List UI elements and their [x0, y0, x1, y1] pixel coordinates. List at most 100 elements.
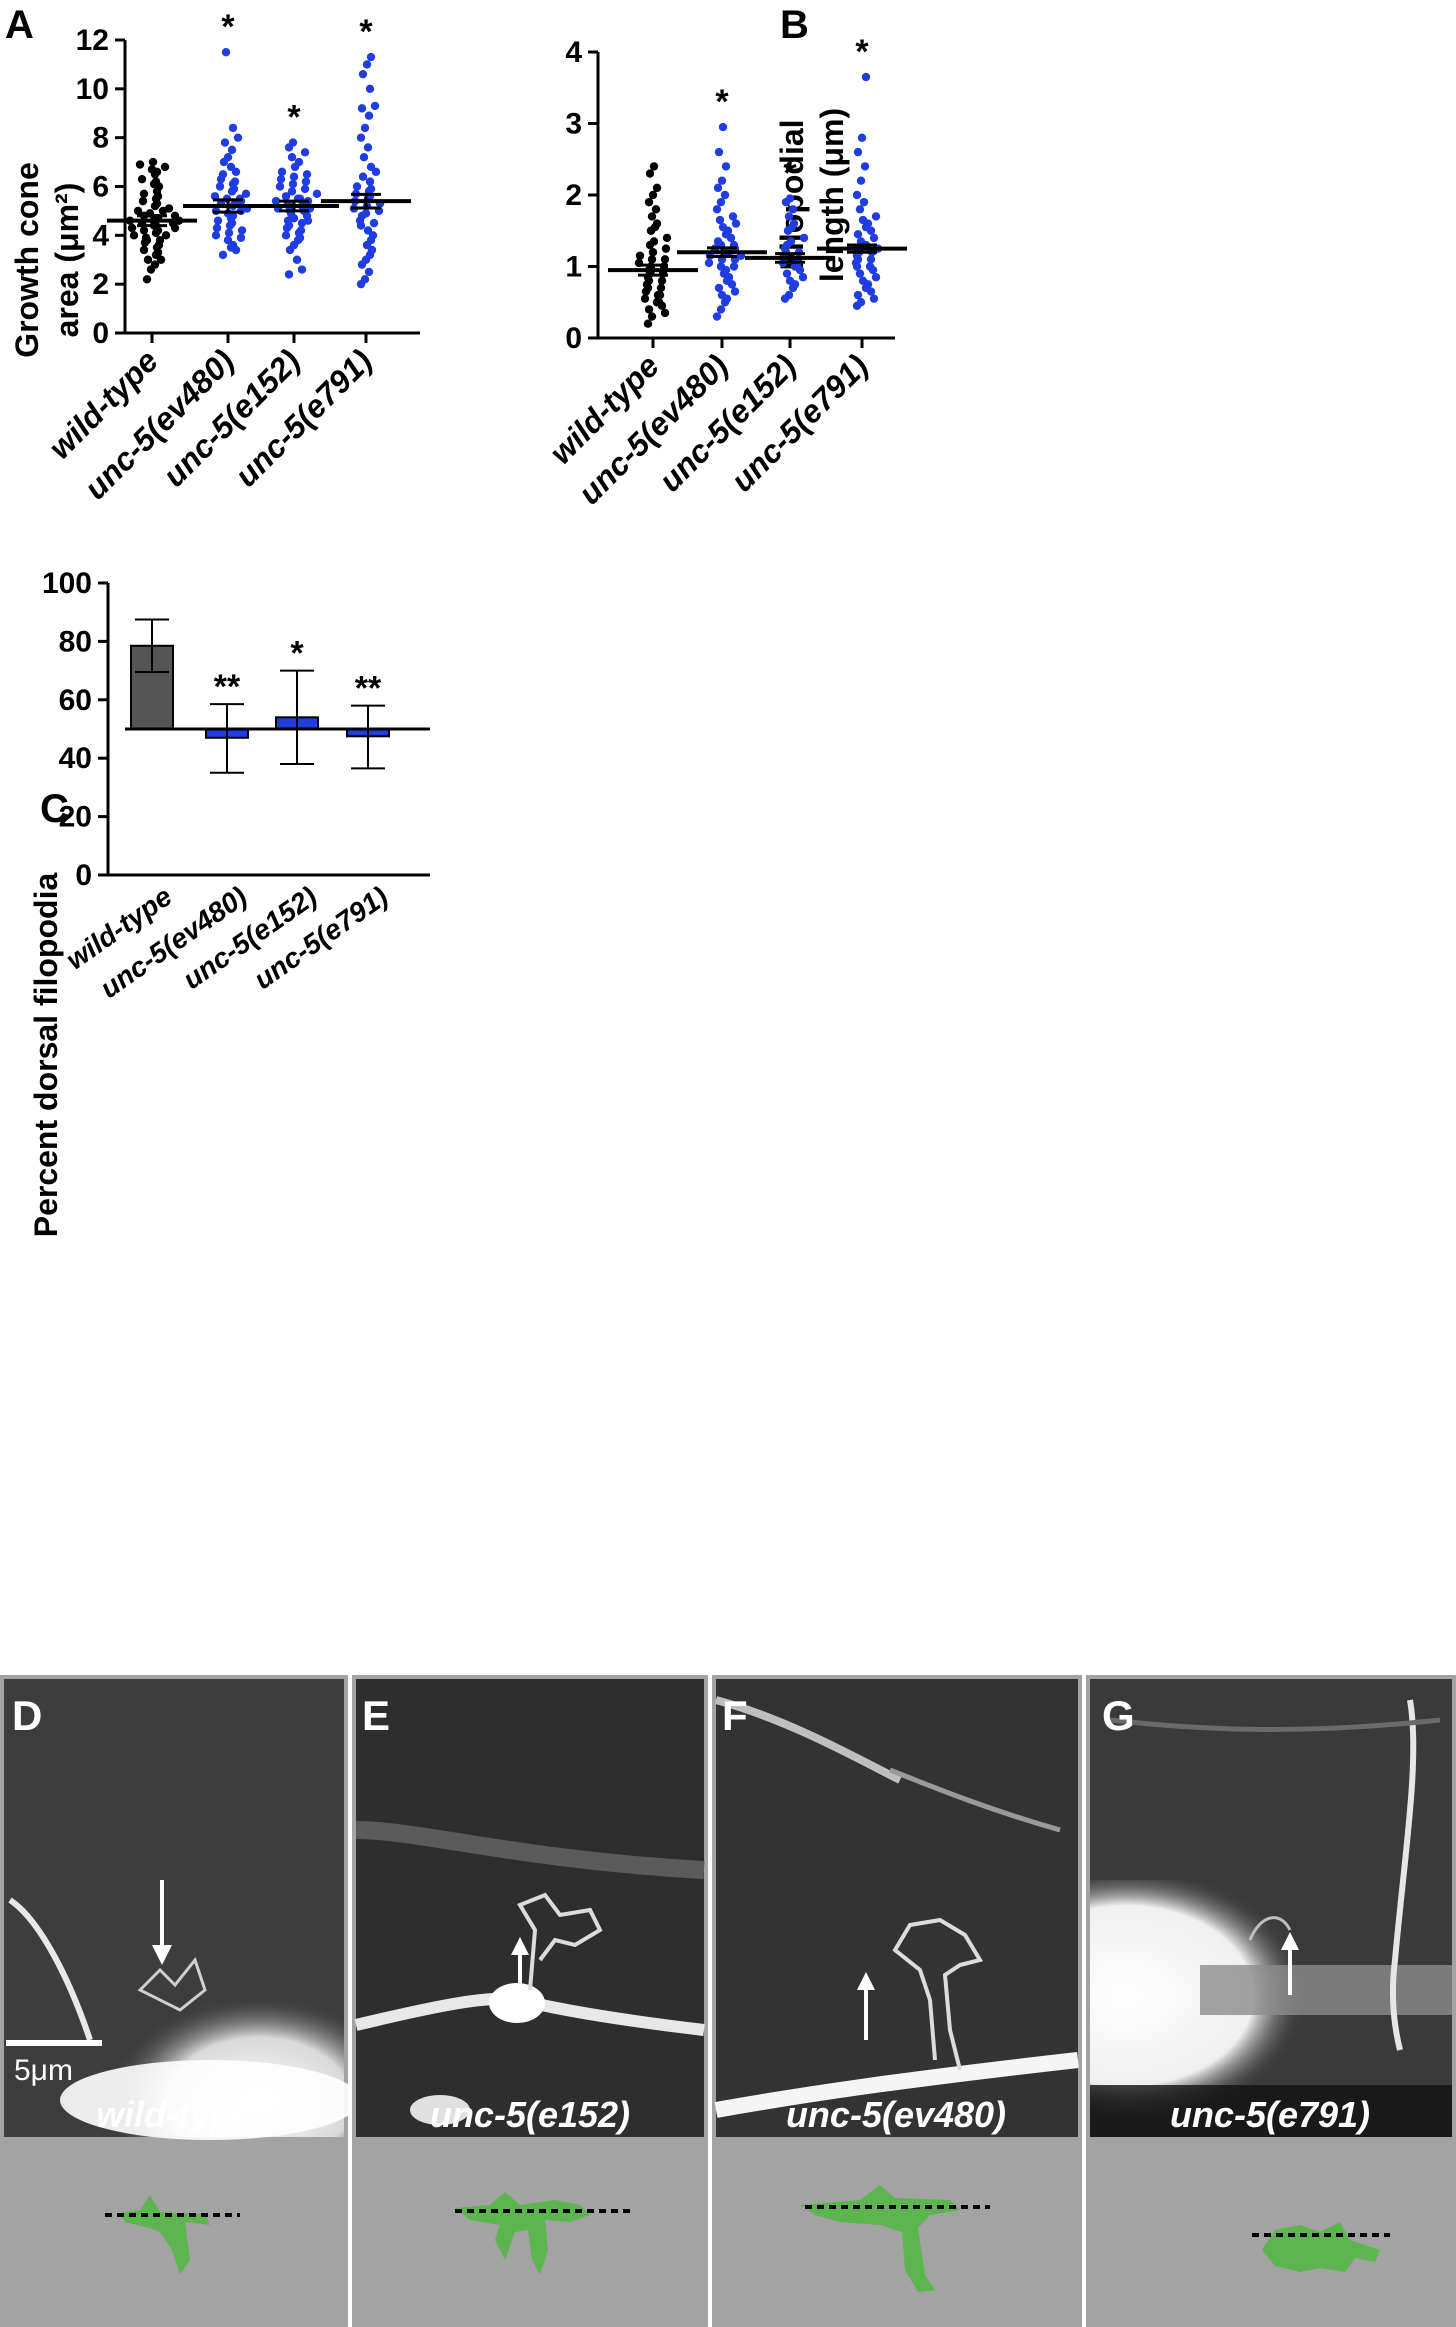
panel-a-data-point: [287, 187, 297, 196]
panel-a-data-point: [358, 172, 368, 181]
panel-a-data-point: [150, 260, 160, 269]
micrograph-g-vertical-neurite: [1389, 1699, 1417, 2051]
panel-b-data-point: [799, 233, 809, 243]
micrograph-f-upper-neurite: [714, 1696, 902, 1784]
panel-b-data-point: [647, 255, 657, 264]
micrograph-d: 5μm D wild-type: [0, 1675, 360, 2327]
micrograph-f-lower-neurite: [714, 2052, 1079, 2118]
panel-a-data-point: [287, 153, 297, 162]
panel-a-data-point: [364, 267, 374, 277]
panel-b-data-point: [859, 197, 869, 207]
panel-b-data-point: [721, 162, 731, 171]
panel-b-data-point: [660, 255, 670, 264]
panel-a-data-point: [139, 189, 149, 199]
panel-b-ytick-label: 3: [565, 108, 582, 141]
panel-a-significance: *: [359, 13, 373, 51]
micrograph-f-genotype: unc-5(ev480): [786, 2094, 1006, 2135]
panel-a-data-point: [360, 275, 370, 284]
micrograph-d-cell-body: [60, 2060, 360, 2140]
panel-b-ytick-label: 0: [565, 322, 582, 355]
panel-c-significance: **: [355, 670, 382, 708]
panel-a-ytick-label: 12: [76, 24, 109, 57]
panel-b-data-point: [648, 190, 658, 200]
panel-a-data-point: [210, 192, 220, 201]
panel-b-data-point: [716, 305, 726, 314]
panel-a-data-point: [139, 226, 149, 235]
panel-a-data-point: [365, 177, 375, 186]
panel-b-ytick-label: 1: [565, 251, 582, 284]
panel-b-data-point: [704, 258, 714, 268]
panel-a-data-point: [227, 145, 237, 155]
micrograph-e-upper-band: [355, 1821, 705, 1879]
panel-c-significance: **: [214, 668, 241, 706]
panel-a-data-point: [363, 226, 373, 235]
panel-a-data-point: [141, 233, 151, 242]
micrograph-f-upper-branch: [889, 1767, 1061, 1833]
micrograph-e: E unc-5(e152): [352, 1675, 708, 2327]
panel-b-data-point: [782, 269, 792, 278]
panel-a-ytick-label: 0: [92, 317, 109, 350]
panel-a-data-point: [302, 170, 312, 179]
panel-b-data-point: [731, 219, 741, 228]
micrograph-g-growth-cone: [1248, 1916, 1292, 1941]
panel-b-data-point: [661, 244, 671, 253]
panel-a-data-point: [364, 111, 374, 120]
panel-b-significance: *: [855, 33, 869, 71]
panel-c-ylabel: Percent dorsal filopodia: [28, 873, 64, 1238]
panel-b-data-point: [720, 190, 730, 200]
micrograph-e-growth-cone: [517, 1892, 603, 1991]
panel-a-data-point: [138, 196, 148, 206]
panel-a-data-point: [289, 172, 299, 181]
micrograph-g-axon-band: [1200, 1965, 1452, 2015]
micrograph-e-arrowhead: [511, 1937, 529, 1955]
silhouette-f: [800, 2185, 990, 2292]
panel-a-data-point: [360, 123, 370, 133]
panel-a-data-point: [281, 192, 291, 201]
panel-b-data-point: [871, 212, 881, 221]
micrograph-e-letter: E: [362, 1692, 390, 1739]
panel-b-data-point: [655, 290, 665, 300]
panel-b-data-point: [869, 233, 879, 243]
panel-b-data-point: [785, 194, 795, 203]
panel-a-data-point: [241, 189, 251, 199]
panel-b-data-point: [861, 72, 871, 82]
micrograph-e-cell-body: [489, 1983, 545, 2023]
micrograph-d-genotype: wild-type: [96, 2094, 252, 2135]
panel-a-data-point: [139, 245, 149, 255]
panel-b-data-point: [640, 294, 650, 303]
panel-c-plot-area: wild-type**unc-5(ev480)*unc-5(e152)**unc…: [42, 567, 430, 1004]
panel-a-data-point: [226, 162, 236, 172]
panel-b-data-point: [649, 162, 659, 171]
panel-b-data-point: [856, 298, 866, 307]
panel-a-data-point: [277, 167, 287, 177]
panel-a-ytick-label: 4: [92, 219, 109, 252]
micrograph-f: F unc-5(ev480): [712, 1675, 1082, 2327]
panel-b-plot-area: 01234wild-typeunc-5(ev480)*unc-5(e152)*u…: [542, 33, 907, 511]
panel-a-data-point: [170, 211, 180, 220]
panel-b-significance: *: [715, 83, 729, 121]
panel-b-data-point: [792, 262, 802, 271]
micrograph-e-blob: [410, 2095, 470, 2125]
panel-a-ytick-label: 8: [92, 122, 109, 155]
panel-a-data-point: [221, 48, 231, 57]
panel-a-data-point: [151, 177, 161, 186]
panel-b-data-point: [785, 276, 795, 285]
panel-b-data-point: [717, 176, 727, 185]
panel-b-data-point: [853, 290, 863, 300]
panel-b-data-point: [865, 262, 875, 271]
micrograph-row: 5μm D wild-type E unc-5(e152): [0, 1675, 1456, 2327]
panel-b-data-point: [784, 290, 794, 300]
panel-a-data-point: [358, 69, 368, 79]
panel-b-data-point: [857, 133, 867, 142]
panel-b-filopodial-length: B Filopodial length (μm) 01234wild-typeu…: [542, 3, 907, 511]
panel-b-data-point: [647, 312, 657, 321]
panel-a-data-point: [148, 157, 158, 167]
panel-b-significance: *: [783, 155, 797, 193]
panel-a-data-point: [370, 101, 380, 111]
panel-a-data-point: [211, 231, 221, 240]
panel-b-data-point: [788, 205, 798, 214]
panel-a-data-point: [365, 84, 375, 94]
micrograph-e-genotype: unc-5(e152): [430, 2094, 630, 2135]
panel-a-data-point: [294, 157, 304, 167]
micrograph-g-upper-neurite: [1109, 1717, 1441, 1732]
